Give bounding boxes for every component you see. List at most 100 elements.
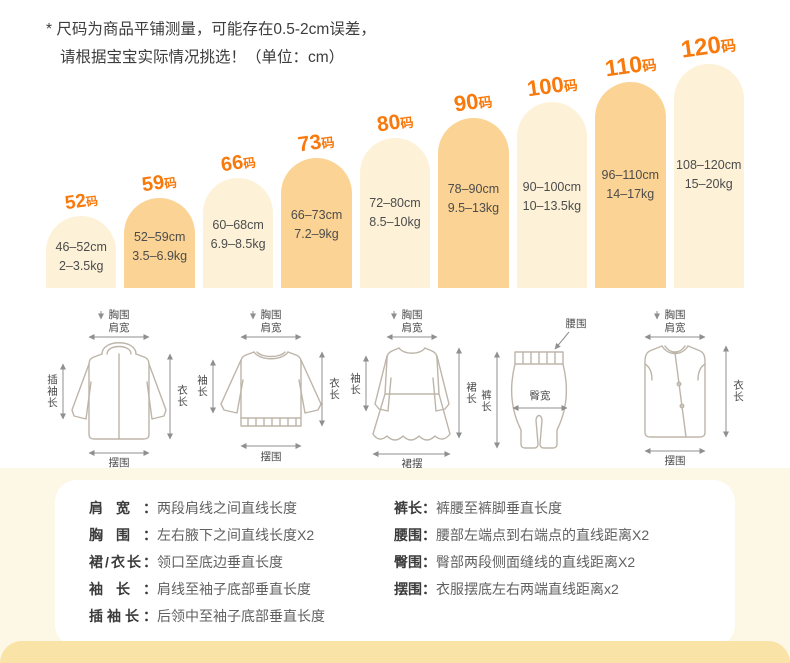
- definitions-left-column: 肩宽： 两段肩线之间直线长度 胸围： 左右腋下之间直线长度X2 裙/衣长： 领口…: [89, 498, 394, 633]
- size-number: 66: [219, 151, 245, 177]
- jacket-length-label: 衣长: [176, 384, 188, 408]
- dress-chest-label: 胸围: [402, 308, 423, 321]
- jacket-hood-inner: [106, 345, 132, 355]
- size-bar-ranges: 78–90cm 9.5–13kg: [438, 180, 508, 219]
- sweater-neck: [252, 351, 289, 360]
- weight-range: 15–20kg: [684, 177, 733, 192]
- definition-desc: 臀部两段侧面缝线的直线距离X2: [436, 554, 636, 570]
- definition-term: 摆围：: [394, 581, 436, 597]
- size-unit: 码: [242, 155, 257, 172]
- definition-desc: 衣服摆底左右两端直线距离x2: [436, 581, 619, 597]
- size-unit: 码: [478, 94, 494, 112]
- vest-button-2: [679, 403, 685, 409]
- definition-row-raglan: 插袖长： 后领中至袖子底部垂直长度: [89, 606, 394, 633]
- weight-range: 2–3.5kg: [58, 259, 104, 274]
- size-bar-shape: 66–73cm 7.2–9kg: [281, 158, 352, 288]
- dress-neck: [398, 347, 426, 354]
- sweater-length-label: 衣长: [328, 377, 340, 401]
- size-bar-110: 110码 96–110cm 14–17kg: [595, 28, 666, 288]
- size-label: 120码: [680, 29, 738, 64]
- size-bar-shape: 46–52cm 2–3.5kg: [46, 216, 117, 288]
- sweater-shoulder-label: 肩宽: [260, 321, 281, 334]
- dress-right-sleeve: [432, 355, 450, 412]
- jacket-hem-label: 摆围: [109, 456, 130, 468]
- weight-range: 7.2–9kg: [294, 227, 339, 242]
- jacket-right-sleeve: [146, 363, 167, 420]
- pants-waist-arrow: [554, 331, 569, 350]
- size-number: 73: [296, 130, 324, 157]
- size-label: 52码: [63, 189, 99, 215]
- vest-armholes: [644, 363, 706, 381]
- sweater-sleeve-label: 袖长: [196, 374, 208, 398]
- jacket-hood-outline: [101, 342, 137, 355]
- size-unit: 码: [320, 134, 336, 152]
- size-label: 66码: [219, 150, 257, 178]
- size-number: 90: [452, 88, 481, 117]
- sweater-body-outline: [239, 351, 302, 427]
- size-bar-59: 59码 52–59cm 3.5–6.9kg: [124, 28, 195, 288]
- note-line-2: 请根据宝宝实际情况挑选！（单位：cm）: [60, 49, 345, 66]
- size-bar-120: 120码 108–120cm 15–20kg: [673, 28, 744, 288]
- definition-row-shoulder: 肩宽： 两段肩线之间直线长度: [89, 498, 394, 525]
- definition-desc: 肩线至袖子底部垂直长度: [157, 581, 311, 597]
- sweater-diagram: 胸围 肩宽 袖长 衣长 摆围: [196, 308, 340, 463]
- vest-front-opening: [674, 352, 687, 438]
- size-bar-ranges: 52–59cm 3.5–6.9kg: [124, 228, 194, 267]
- jacket-left-sleeve: [71, 363, 92, 420]
- definition-desc: 领口至底边垂直长度: [157, 554, 283, 570]
- weight-range: 8.5–10kg: [369, 215, 421, 230]
- size-bar-ranges: 72–80cm 8.5–10kg: [360, 194, 430, 233]
- size-unit: 码: [399, 114, 415, 132]
- pants-waistband: [513, 351, 564, 365]
- sweater-hem-rib: [239, 417, 302, 427]
- height-range: 60–68cm: [212, 218, 264, 232]
- size-label: 90码: [453, 86, 494, 117]
- definition-row-pants-length: 裤长： 裤腰至裤脚垂直长度: [394, 498, 719, 525]
- size-bar-80: 80码 72–80cm 8.5–10kg: [359, 28, 431, 288]
- size-bar-ranges: 96–110cm 14–17kg: [595, 166, 665, 205]
- height-range: 108–120cm: [676, 158, 742, 172]
- weight-range: 3.5–6.9kg: [132, 249, 188, 264]
- jacket-raglan-label: 插袖长: [46, 373, 58, 408]
- size-bar-100: 100码 90–100cm 10–13.5kg: [516, 28, 588, 288]
- jacket-shoulder-label: 肩宽: [109, 321, 130, 334]
- dress-outline: [372, 347, 451, 441]
- size-bar-90: 90码 78–90cm 9.5–13kg: [438, 28, 509, 288]
- vest-body-outline: [644, 345, 706, 438]
- weight-range: 10–13.5kg: [522, 199, 582, 214]
- size-bar-ranges: 90–100cm 10–13.5kg: [517, 178, 587, 217]
- dress-left-sleeve: [374, 355, 392, 412]
- definition-row-hip: 臀围： 臀部两段侧面缝线的直线距离X2: [394, 552, 719, 579]
- sweater-chest-label: 胸围: [260, 308, 281, 321]
- jacket-chest-label: 胸围: [109, 308, 130, 321]
- vest-diagram: 胸围 肩宽 衣长 摆围: [644, 308, 744, 467]
- definitions-section: 肩宽： 两段肩线之间直线长度 胸围： 左右腋下之间直线长度X2 裙/衣长： 领口…: [0, 468, 790, 663]
- definition-desc: 裤腰至裤脚垂直长度: [436, 500, 562, 516]
- pants-hip-label: 臀宽: [529, 389, 550, 402]
- definition-term: 裙/衣长：: [89, 554, 157, 570]
- size-unit: 码: [85, 194, 99, 210]
- sweater-neck-inner: [255, 351, 286, 358]
- definition-desc: 两段肩线之间直线长度: [157, 500, 297, 516]
- definition-row-waist: 腰围： 腰部左端点到右端点的直线距离X2: [394, 525, 719, 552]
- size-label: 73码: [297, 129, 336, 158]
- size-bar-73: 73码 66–73cm 7.2–9kg: [281, 28, 352, 288]
- size-bar-66: 66码 60–68cm 6.9–8.5kg: [202, 28, 274, 288]
- dress-sleeve-label: 袖长: [349, 372, 361, 396]
- size-unit: 码: [163, 175, 178, 192]
- vest-chest-label: 胸围: [665, 308, 686, 321]
- vest-hem-label: 摆围: [665, 454, 686, 467]
- sweater-hem-label: 摆围: [260, 450, 281, 463]
- size-number: 52: [63, 190, 88, 215]
- garment-diagrams: 胸围 肩宽 插袖长 衣长 摆围 胸围 肩宽 袖长 衣长: [0, 306, 790, 472]
- size-unit: 码: [562, 77, 579, 95]
- size-bar-shape: 96–110cm 14–17kg: [595, 82, 666, 288]
- definitions-card: 肩宽： 两段肩线之间直线长度 胸围： 左右腋下之间直线长度X2 裙/衣长： 领口…: [55, 480, 735, 647]
- definitions-right-column: 裤长： 裤腰至裤脚垂直长度 腰围： 腰部左端点到右端点的直线距离X2 臀围： 臀…: [394, 498, 719, 633]
- size-number: 80: [375, 110, 402, 137]
- size-label: 80码: [375, 109, 414, 138]
- size-unit: 码: [640, 57, 658, 76]
- definition-term: 插袖长：: [89, 608, 157, 624]
- height-range: 96–110cm: [601, 168, 659, 182]
